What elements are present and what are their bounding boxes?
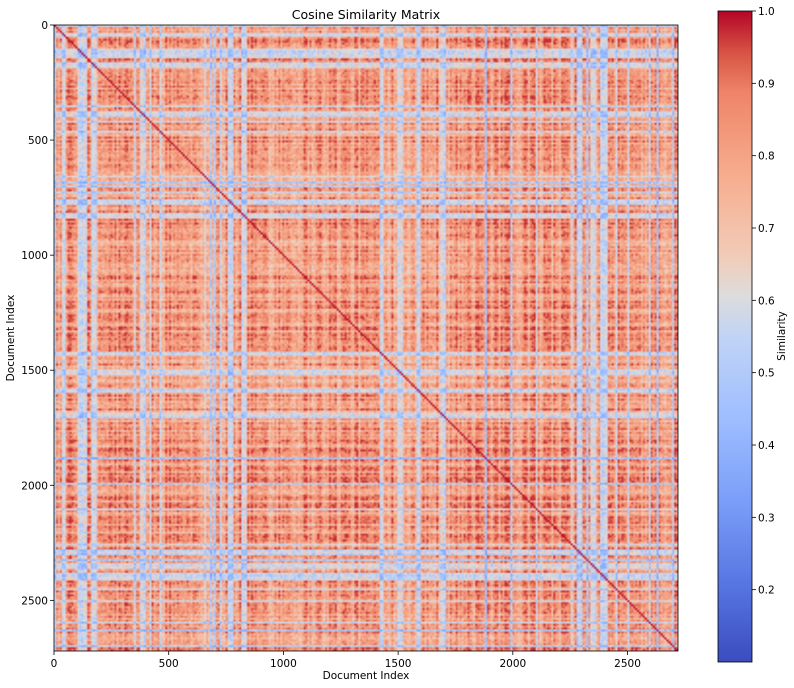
x-tick-label: 2500 bbox=[614, 658, 641, 670]
x-tick-label: 500 bbox=[159, 658, 179, 670]
colorbar-tick-label: 0.4 bbox=[758, 440, 775, 452]
x-tick-label: 0 bbox=[51, 658, 58, 670]
colorbar-axis: 0.2 0.3 0.4 0.5 0.6 0.7 0.8 0.9 1.0 bbox=[752, 6, 775, 597]
colorbar-tick-label: 0.2 bbox=[758, 585, 775, 597]
y-tick-label: 0 bbox=[41, 20, 48, 32]
colorbar-tick-label: 0.5 bbox=[758, 368, 775, 380]
colorbar-tick-label: 1.0 bbox=[758, 6, 775, 18]
x-axis: 0 500 1000 1500 2000 2500 bbox=[51, 651, 641, 670]
plot-frame bbox=[53, 24, 679, 652]
y-tick-label: 1500 bbox=[21, 365, 48, 377]
colorbar-label: Similarity bbox=[776, 311, 788, 361]
colorbar bbox=[717, 10, 753, 663]
colorbar-tick-label: 0.3 bbox=[758, 512, 775, 524]
y-tick-label: 2500 bbox=[21, 595, 48, 607]
x-tick-label: 1000 bbox=[270, 658, 297, 670]
x-tick-label: 2000 bbox=[499, 658, 526, 670]
colorbar-tick-label: 0.6 bbox=[758, 295, 775, 307]
colorbar-tick-label: 0.7 bbox=[758, 223, 775, 235]
y-axis-label: Document Index bbox=[5, 295, 17, 382]
y-tick-label: 1000 bbox=[21, 250, 48, 262]
colorbar-tick-label: 0.9 bbox=[758, 78, 775, 90]
chart-title: Cosine Similarity Matrix bbox=[292, 7, 440, 22]
heatmap-image bbox=[54, 25, 678, 651]
y-axis: 0 500 1000 1500 2000 2500 bbox=[21, 20, 54, 607]
y-tick-label: 500 bbox=[28, 135, 48, 147]
x-tick-label: 1500 bbox=[385, 658, 412, 670]
colorbar-tick-label: 0.8 bbox=[758, 151, 775, 163]
x-axis-label: Document Index bbox=[323, 670, 410, 682]
y-tick-label: 2000 bbox=[21, 480, 48, 492]
